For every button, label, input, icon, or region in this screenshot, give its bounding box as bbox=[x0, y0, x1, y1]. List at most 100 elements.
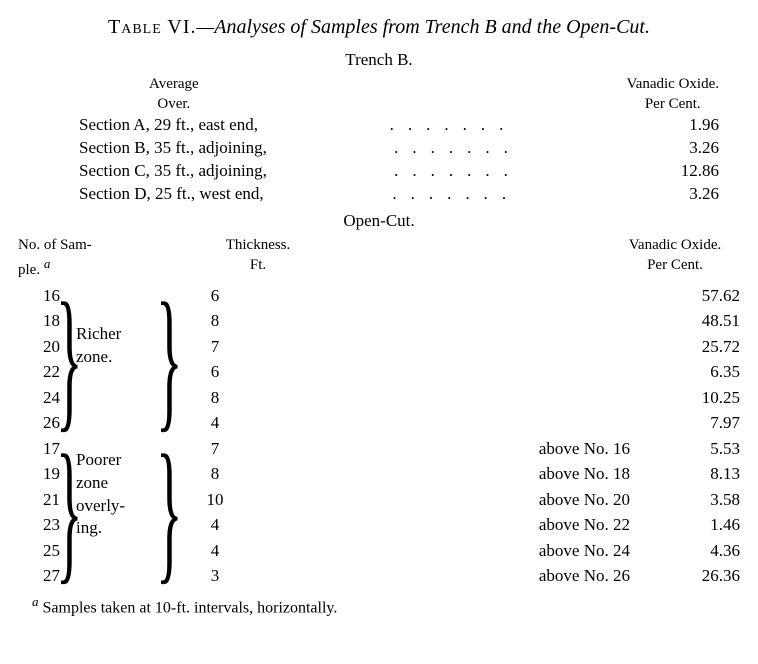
trench-b-heading: Trench B. bbox=[18, 49, 740, 72]
sample-no: 26 bbox=[18, 410, 60, 436]
vanadic-value: 57.62 bbox=[660, 283, 740, 309]
note-value bbox=[260, 308, 630, 334]
thickness-value: 3 bbox=[170, 563, 260, 589]
section-description: Section A, 29 ft., east end, bbox=[39, 114, 258, 137]
trench-b-block: Average Over. Vanadic Oxide. Per Cent. S… bbox=[39, 74, 719, 206]
thickness-value: 4 bbox=[170, 538, 260, 564]
open-cut-table: No. of Sam- ple. a Thickness. Ft. Vanadi… bbox=[18, 235, 740, 589]
section-description: Section B, 35 ft., adjoining, bbox=[39, 137, 267, 160]
header-sample-l1: No. of Sam- bbox=[18, 235, 98, 255]
sample-no: 17 bbox=[18, 436, 60, 462]
header-thickness: Thickness. Ft. bbox=[198, 235, 318, 281]
zone-richer-label: Richer zone. bbox=[76, 323, 121, 369]
thickness-value: 4 bbox=[170, 410, 260, 436]
trench-b-column-headers: Average Over. Vanadic Oxide. Per Cent. bbox=[39, 74, 719, 115]
trench-row: Section A, 29 ft., east end, ....... 1.9… bbox=[39, 114, 719, 137]
vanadic-value: 48.51 bbox=[660, 308, 740, 334]
vanadic-value: 25.72 bbox=[660, 334, 740, 360]
zone-poorer-l4: ing. bbox=[76, 517, 125, 540]
col-sample-no: 16 18 20 22 24 26 17 19 21 23 25 27 bbox=[18, 283, 60, 589]
note-value bbox=[260, 359, 630, 385]
trench-b-right-header: Vanadic Oxide. Per Cent. bbox=[627, 74, 719, 115]
col-thickness: 6 8 7 6 8 4 7 8 10 4 4 3 bbox=[170, 283, 260, 589]
vanadic-value: 3.58 bbox=[660, 487, 740, 513]
col-vanadic-oxide: 57.62 48.51 25.72 6.35 10.25 7.97 5.53 8… bbox=[660, 283, 740, 589]
thickness-value: 4 bbox=[170, 512, 260, 538]
header-thickness-l1: Thickness. bbox=[198, 235, 318, 255]
header-spacer bbox=[318, 235, 610, 281]
note-value: above No. 18 bbox=[260, 461, 630, 487]
sample-no: 22 bbox=[18, 359, 60, 385]
open-cut-rows: 16 18 20 22 24 26 17 19 21 23 25 27 } } … bbox=[18, 283, 740, 589]
vanadic-value: 3.26 bbox=[649, 183, 719, 206]
vanadic-value: 8.13 bbox=[660, 461, 740, 487]
sample-no: 25 bbox=[18, 538, 60, 564]
header-over: Over. bbox=[149, 94, 199, 114]
title-table-number: Table VI. bbox=[108, 16, 197, 38]
open-cut-headers: No. of Sam- ple. a Thickness. Ft. Vanadi… bbox=[18, 235, 740, 281]
thickness-value: 10 bbox=[170, 487, 260, 513]
note-value bbox=[260, 334, 630, 360]
sample-no: 16 bbox=[18, 283, 60, 309]
thickness-value: 7 bbox=[170, 436, 260, 462]
trench-row: Section B, 35 ft., adjoining, ....... 3.… bbox=[39, 137, 719, 160]
thickness-value: 6 bbox=[170, 283, 260, 309]
trench-b-left-header: Average Over. bbox=[39, 74, 199, 115]
note-value: above No. 26 bbox=[260, 563, 630, 589]
col-note: above No. 16 above No. 18 above No. 20 a… bbox=[260, 283, 660, 589]
zone-richer-l2: zone. bbox=[76, 346, 121, 369]
col-bracket-outer: } } bbox=[60, 283, 70, 589]
col-zone-label: Richer zone. Poorer zone overly- ing. bbox=[70, 283, 160, 589]
vanadic-value: 4.36 bbox=[660, 538, 740, 564]
zone-richer-l1: Richer bbox=[76, 323, 121, 346]
leader-dots: ....... bbox=[267, 160, 649, 183]
leader-dots: ....... bbox=[258, 114, 649, 137]
vanadic-value: 7.97 bbox=[660, 410, 740, 436]
title-description: —Analyses of Samples from Trench B and t… bbox=[197, 16, 650, 38]
trench-row: Section D, 25 ft., west end, ....... 3.2… bbox=[39, 183, 719, 206]
zone-poorer-l1: Poorer bbox=[76, 449, 125, 472]
header-average: Average bbox=[149, 74, 199, 94]
col-bracket-inner: } } bbox=[160, 283, 170, 589]
section-description: Section D, 25 ft., west end, bbox=[39, 183, 264, 206]
note-value: above No. 24 bbox=[260, 538, 630, 564]
note-value bbox=[260, 283, 630, 309]
section-description: Section C, 35 ft., adjoining, bbox=[39, 160, 267, 183]
sample-no: 21 bbox=[18, 487, 60, 513]
footnote-text: Samples taken at 10-ft. intervals, horiz… bbox=[39, 599, 338, 616]
note-value: above No. 22 bbox=[260, 512, 630, 538]
vanadic-value: 12.86 bbox=[649, 160, 719, 183]
header-vanadic-l1: Vanadic Oxide. bbox=[610, 235, 740, 255]
zone-poorer-l3: overly- bbox=[76, 495, 125, 518]
thickness-value: 8 bbox=[170, 308, 260, 334]
sample-no: 20 bbox=[18, 334, 60, 360]
vanadic-value: 3.26 bbox=[649, 137, 719, 160]
header-spacer bbox=[98, 235, 198, 281]
open-cut-heading: Open-Cut. bbox=[18, 210, 740, 233]
note-value: above No. 16 bbox=[260, 436, 630, 462]
vanadic-value: 5.53 bbox=[660, 436, 740, 462]
sample-no: 24 bbox=[18, 385, 60, 411]
sample-no: 19 bbox=[18, 461, 60, 487]
thickness-value: 8 bbox=[170, 461, 260, 487]
vanadic-value: 6.35 bbox=[660, 359, 740, 385]
header-vanadic-oxide: Vanadic Oxide. bbox=[627, 74, 719, 94]
thickness-value: 7 bbox=[170, 334, 260, 360]
header-thickness-l2: Ft. bbox=[198, 255, 318, 275]
note-value bbox=[260, 410, 630, 436]
sample-no: 27 bbox=[18, 563, 60, 589]
table-title: Table VI.—Analyses of Samples from Trenc… bbox=[18, 14, 740, 41]
footnote-marker-a: a bbox=[44, 256, 51, 271]
vanadic-value: 26.36 bbox=[660, 563, 740, 589]
sample-no: 23 bbox=[18, 512, 60, 538]
zone-poorer-l2: zone bbox=[76, 472, 125, 495]
note-value: above No. 20 bbox=[260, 487, 630, 513]
footnote: a Samples taken at 10-ft. intervals, hor… bbox=[18, 593, 740, 619]
vanadic-value: 1.46 bbox=[660, 512, 740, 538]
note-value bbox=[260, 385, 630, 411]
vanadic-value: 10.25 bbox=[660, 385, 740, 411]
header-sample-l2-text: ple. bbox=[18, 262, 44, 278]
header-per-cent: Per Cent. bbox=[627, 94, 719, 114]
leader-dots: ....... bbox=[267, 137, 649, 160]
header-vanadic-l2: Per Cent. bbox=[610, 255, 740, 275]
